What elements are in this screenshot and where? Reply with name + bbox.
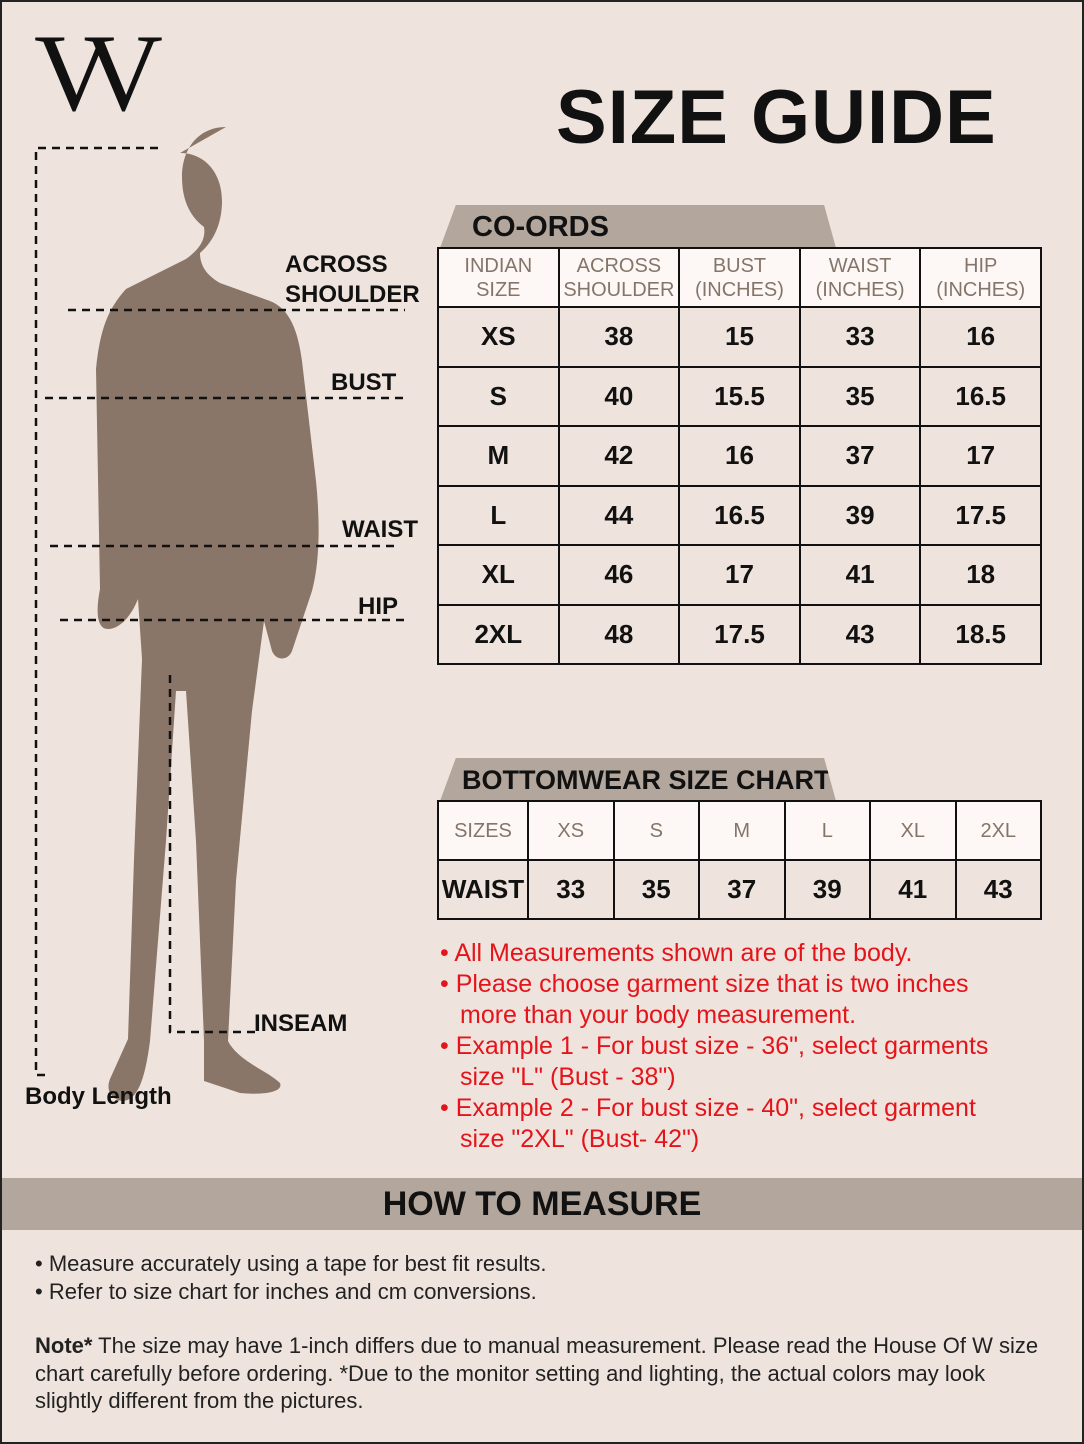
table-cell: 16 — [678, 425, 801, 487]
bottomwear-column-header: XL — [869, 800, 957, 861]
header-line: (INCHES) — [815, 278, 905, 301]
measure-bullet: • Refer to size chart for inches and cm … — [35, 1278, 537, 1304]
bottomwear-size-table: SIZES XS S M L XL 2XL WAIST 33 35 37 39 41 43 — [437, 800, 1042, 920]
label-across-shoulder: ACROSS SHOULDER — [285, 251, 420, 308]
table-cell: 18.5 — [919, 603, 1042, 665]
table-cell: 41 — [869, 859, 957, 920]
coords-size-row: XL 46 17 41 18 — [437, 544, 1042, 606]
note-label: Note* — [35, 1333, 93, 1358]
note-item: • Example 1 - For bust size - 36", selec… — [440, 1032, 989, 1060]
header-line: (INCHES) — [936, 278, 1026, 301]
body-length-line — [34, 146, 158, 1077]
note-item: size "L" (Bust - 38") — [460, 1063, 676, 1091]
bottomwear-column-header: 2XL — [954, 800, 1042, 861]
page-title: SIZE GUIDE — [556, 75, 997, 160]
measurement-notes: • All Measurements shown are of the body… — [440, 938, 1060, 1155]
header-line: WAIST — [828, 254, 892, 277]
how-to-measure-section: • Measure accurately using a tape for be… — [35, 1250, 1050, 1415]
disclaimer-note: Note* The size may have 1-inch differs d… — [35, 1332, 1050, 1415]
bottomwear-waist-row: WAIST 33 35 37 39 41 43 — [437, 859, 1042, 920]
table-cell: 46 — [557, 544, 681, 606]
header-line: ACROSS — [576, 254, 662, 277]
table-cell: 40 — [557, 365, 681, 427]
note-item: • Example 2 - For bust size - 40", selec… — [440, 1094, 976, 1122]
label-inseam: INSEAM — [254, 1010, 348, 1037]
bottomwear-column-header: M — [698, 800, 786, 861]
body-silhouette-figure — [34, 127, 410, 1101]
table-cell: 39 — [798, 484, 922, 546]
table-cell: XL — [437, 544, 560, 606]
table-cell: 15.5 — [678, 365, 801, 427]
table-cell: 33 — [527, 859, 615, 920]
table-cell: 33 — [798, 306, 922, 368]
header-line: (INCHES) — [695, 278, 784, 301]
table-cell: 44 — [557, 484, 681, 546]
note-text: The size may have 1-inch differs due to … — [35, 1333, 1039, 1413]
coords-column-header: WAIST (INCHES) — [798, 247, 922, 308]
silhouette — [96, 127, 319, 1101]
header-line: BUST — [712, 254, 767, 277]
bottomwear-column-header: XS — [527, 800, 615, 861]
table-cell: L — [437, 484, 560, 546]
coords-column-header: BUST (INCHES) — [678, 247, 801, 308]
table-cell: 37 — [698, 859, 786, 920]
label-bust: BUST — [331, 369, 397, 396]
bottomwear-header-row: SIZES XS S M L XL 2XL — [437, 800, 1042, 861]
note-item: • All Measurements shown are of the body… — [440, 939, 913, 967]
coords-size-row: XS 38 15 33 16 — [437, 306, 1042, 368]
table-cell: M — [437, 425, 560, 487]
coords-size-row: L 44 16.5 39 17.5 — [437, 484, 1042, 546]
bottomwear-column-header: L — [783, 800, 871, 861]
coords-size-table: INDIAN SIZE ACROSS SHOULDER BUST (INCHES) WAIS… — [437, 247, 1042, 665]
table-cell: 43 — [798, 603, 922, 665]
table-cell: 35 — [612, 859, 700, 920]
inseam-line — [168, 675, 255, 1034]
coords-tab: CO-ORDS — [440, 205, 836, 248]
table-cell: 42 — [557, 425, 681, 487]
table-cell: 15 — [678, 306, 801, 368]
table-cell: 17 — [678, 544, 801, 606]
table-cell: WAIST — [437, 859, 529, 920]
note-item: • Please choose garment size that is two… — [440, 970, 969, 998]
table-cell: 16.5 — [678, 484, 801, 546]
table-cell: 17 — [919, 425, 1042, 487]
table-cell: 16 — [919, 306, 1042, 368]
table-cell: S — [437, 365, 560, 427]
label-hip: HIP — [358, 593, 399, 620]
coords-column-header: HIP (INCHES) — [919, 247, 1042, 308]
how-to-measure-heading: HOW TO MEASURE — [2, 1178, 1082, 1230]
bottomwear-tab: BOTTOMWEAR SIZE CHART — [440, 758, 836, 801]
table-cell: 41 — [798, 544, 922, 606]
coords-header-row: INDIAN SIZE ACROSS SHOULDER BUST (INCHES) WAIS… — [437, 247, 1042, 308]
header-line: SHOULDER — [563, 278, 675, 301]
label-body-length: Body Length — [25, 1083, 172, 1110]
table-cell: 38 — [557, 306, 681, 368]
table-cell: 16.5 — [919, 365, 1042, 427]
table-cell: 17.5 — [919, 484, 1042, 546]
table-cell: 17.5 — [678, 603, 801, 665]
table-cell: 35 — [798, 365, 922, 427]
coords-size-row: S 40 15.5 35 16.5 — [437, 365, 1042, 427]
header-line: INDIAN — [464, 254, 533, 277]
coords-size-row: 2XL 48 17.5 43 18.5 — [437, 603, 1042, 665]
coords-column-header: ACROSS SHOULDER — [557, 247, 681, 308]
table-cell: 48 — [557, 603, 681, 665]
bottomwear-column-header: S — [612, 800, 700, 861]
note-item: more than your body measurement. — [460, 1001, 857, 1029]
coords-size-row: M 42 16 37 17 — [437, 425, 1042, 487]
label-waist: WAIST — [342, 516, 418, 543]
table-cell: 2XL — [437, 603, 560, 665]
header-line: HIP — [964, 254, 998, 277]
table-cell: 18 — [919, 544, 1042, 606]
table-cell: 43 — [954, 859, 1042, 920]
measure-bullet: • Measure accurately using a tape for be… — [35, 1251, 547, 1276]
bottomwear-column-header: SIZES — [437, 800, 529, 861]
header-line: SIZE — [476, 278, 521, 301]
table-cell: 39 — [783, 859, 871, 920]
table-cell: XS — [437, 306, 560, 368]
coords-column-header: INDIAN SIZE — [437, 247, 560, 308]
table-cell: 37 — [798, 425, 922, 487]
note-item: size "2XL" (Bust- 42") — [460, 1125, 700, 1153]
